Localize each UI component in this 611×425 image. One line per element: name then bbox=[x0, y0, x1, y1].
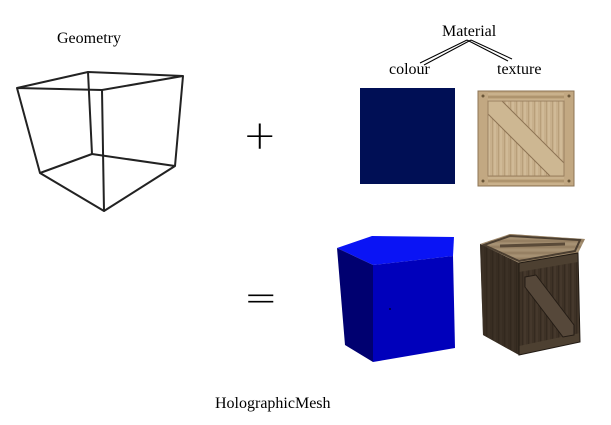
colour-swatch-icon bbox=[360, 88, 455, 184]
material-branch-lines bbox=[419, 39, 513, 66]
colour-label: colour bbox=[389, 61, 430, 78]
material-label: Material bbox=[442, 23, 497, 40]
plus-operator: + bbox=[243, 113, 277, 159]
wooden-crate-mesh-icon bbox=[480, 234, 585, 356]
geometry-label: Geometry bbox=[57, 30, 121, 47]
holographic-mesh-label: HolographicMesh bbox=[215, 395, 331, 412]
texture-swatch-icon bbox=[477, 90, 575, 187]
texture-label: texture bbox=[497, 61, 542, 78]
wireframe-cube-icon bbox=[16, 71, 184, 212]
equals-operator: = bbox=[244, 275, 278, 321]
blue-cube-mesh-icon bbox=[337, 236, 455, 362]
